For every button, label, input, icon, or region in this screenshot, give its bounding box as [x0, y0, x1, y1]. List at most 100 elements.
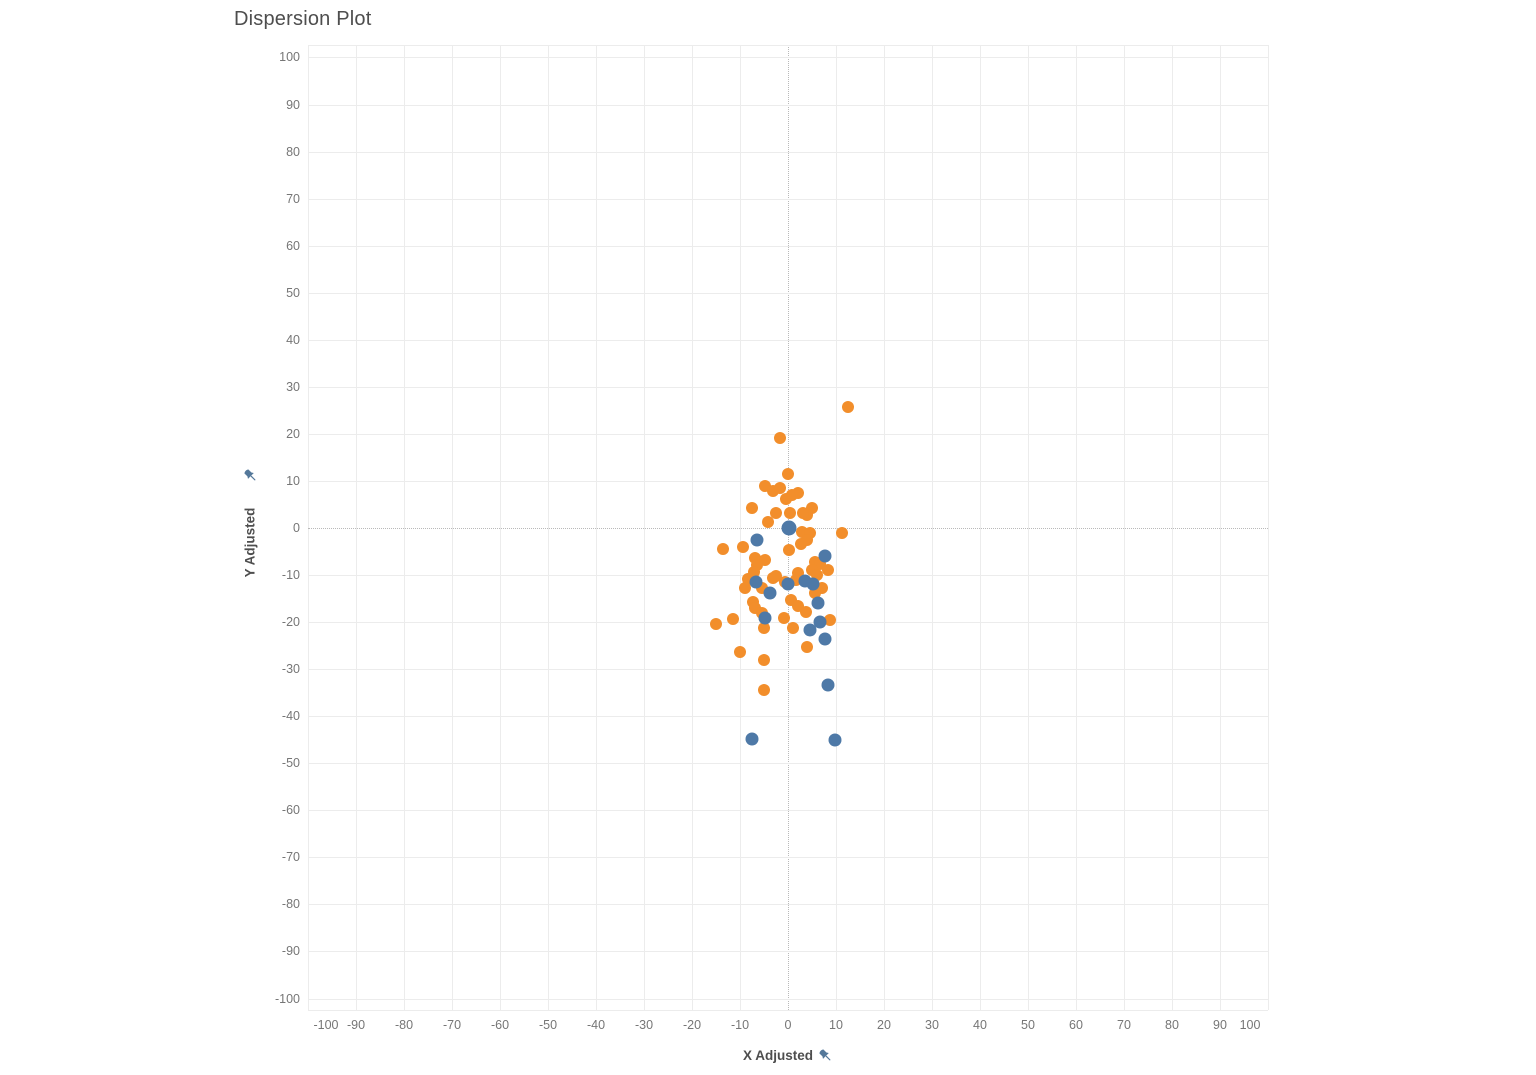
gridline-horizontal: [308, 386, 1268, 388]
gridline-vertical: [1172, 45, 1173, 1010]
gridline-horizontal: [308, 904, 1268, 906]
data-point-blue[interactable]: [828, 733, 842, 747]
gridline-vertical: [500, 45, 501, 1010]
data-point-orange[interactable]: [726, 613, 739, 626]
data-point-blue[interactable]: [781, 520, 797, 536]
y-tick-label: 100: [279, 50, 300, 65]
data-point-blue[interactable]: [781, 577, 795, 591]
gridline-vertical: [932, 45, 933, 1010]
data-point-orange[interactable]: [774, 431, 787, 444]
gridline-vertical: [452, 45, 453, 1010]
data-point-orange[interactable]: [757, 684, 770, 697]
gridline-vertical: [740, 45, 741, 1010]
data-point-orange[interactable]: [778, 612, 791, 625]
x-tick-label: -40: [586, 1018, 606, 1032]
gridline-horizontal: [308, 857, 1268, 859]
gridline-horizontal: [308, 763, 1268, 765]
data-point-orange[interactable]: [762, 515, 775, 528]
y-tick-label: -60: [281, 803, 300, 818]
x-tick-label: 100: [1239, 1018, 1261, 1032]
y-axis-title-label[interactable]: Y Adjusted: [242, 507, 258, 578]
gridline-vertical: [356, 45, 357, 1010]
data-point-orange[interactable]: [783, 507, 796, 520]
data-point-orange[interactable]: [736, 541, 749, 554]
gridline-vertical: [1028, 45, 1029, 1010]
y-tick-label: 50: [286, 285, 300, 300]
data-point-orange[interactable]: [758, 654, 771, 667]
gridline-vertical: [1268, 45, 1269, 1010]
data-point-blue[interactable]: [806, 577, 820, 591]
x-tick-label: 90: [1213, 1018, 1227, 1032]
data-point-orange[interactable]: [800, 606, 813, 619]
y-tick-label: 40: [286, 332, 300, 347]
gridline-horizontal: [308, 575, 1268, 577]
gridline-vertical: [308, 45, 309, 1010]
data-point-orange[interactable]: [773, 482, 786, 495]
data-point-orange[interactable]: [797, 507, 810, 520]
gridline-vertical: [1220, 45, 1221, 1010]
gridline-vertical: [1076, 45, 1077, 1010]
x-axis-title-label[interactable]: X Adjusted: [742, 1047, 813, 1063]
gridline-horizontal: [308, 245, 1268, 247]
gridline-horizontal: [308, 198, 1268, 200]
gridline-vertical: [404, 45, 405, 1010]
gridline-horizontal: [308, 57, 1268, 59]
y-tick-label: 60: [286, 238, 300, 253]
data-point-blue[interactable]: [745, 732, 759, 746]
y-tick-label: -70: [281, 850, 300, 865]
gridline-vertical: [692, 45, 693, 1010]
x-tick-label: 0: [784, 1018, 792, 1032]
data-point-blue[interactable]: [818, 549, 832, 563]
data-point-orange[interactable]: [822, 563, 835, 576]
gridline-vertical: [644, 45, 645, 1010]
data-point-orange[interactable]: [757, 622, 770, 635]
x-tick-label: -80: [394, 1018, 414, 1032]
x-tick-label: -10: [730, 1018, 750, 1032]
data-point-orange[interactable]: [780, 492, 793, 505]
data-point-blue[interactable]: [813, 615, 827, 629]
data-point-orange[interactable]: [823, 614, 836, 627]
gridline-horizontal: [308, 151, 1268, 153]
x-tick-label: -60: [490, 1018, 510, 1032]
data-point-orange[interactable]: [716, 542, 729, 555]
gridline-horizontal: [308, 716, 1268, 718]
data-point-orange[interactable]: [710, 618, 722, 631]
y-tick-label: -10: [281, 568, 300, 583]
data-point-blue[interactable]: [811, 596, 825, 610]
data-point-orange[interactable]: [734, 645, 746, 658]
data-point-blue[interactable]: [763, 586, 777, 600]
data-point-orange[interactable]: [835, 527, 848, 540]
data-point-orange[interactable]: [800, 640, 813, 653]
gridline-horizontal: [308, 339, 1268, 341]
data-point-orange[interactable]: [794, 537, 807, 550]
gridline-horizontal: [308, 480, 1268, 482]
data-point-blue[interactable]: [803, 623, 817, 637]
data-point-blue[interactable]: [821, 678, 835, 692]
y-tick-label: -80: [281, 897, 300, 912]
gridline-horizontal: [308, 104, 1268, 106]
data-point-orange[interactable]: [782, 468, 795, 481]
y-axis-pin-icon[interactable]: [243, 468, 258, 483]
data-point-blue[interactable]: [750, 533, 764, 547]
data-point-orange[interactable]: [770, 507, 783, 520]
data-point-orange[interactable]: [782, 544, 795, 557]
x-tick-label: 10: [829, 1018, 843, 1032]
x-tick-label: 40: [973, 1018, 987, 1032]
plot-border-line: [308, 45, 1268, 46]
gridline-vertical: [980, 45, 981, 1010]
x-tick-label: -50: [538, 1018, 558, 1032]
gridline-vertical: [596, 45, 597, 1010]
data-point-orange[interactable]: [738, 582, 751, 595]
data-point-orange[interactable]: [745, 502, 758, 515]
data-point-orange[interactable]: [841, 400, 854, 413]
y-tick-label: 10: [286, 473, 300, 488]
data-point-blue[interactable]: [758, 611, 772, 625]
y-tick-label: -100: [274, 991, 300, 1006]
data-point-orange[interactable]: [787, 622, 800, 635]
data-point-blue[interactable]: [818, 632, 832, 646]
x-axis-pin-icon[interactable]: [818, 1048, 833, 1063]
x-tick-label: -90: [346, 1018, 366, 1032]
y-tick-label: 70: [286, 191, 300, 206]
data-point-blue[interactable]: [749, 575, 763, 589]
